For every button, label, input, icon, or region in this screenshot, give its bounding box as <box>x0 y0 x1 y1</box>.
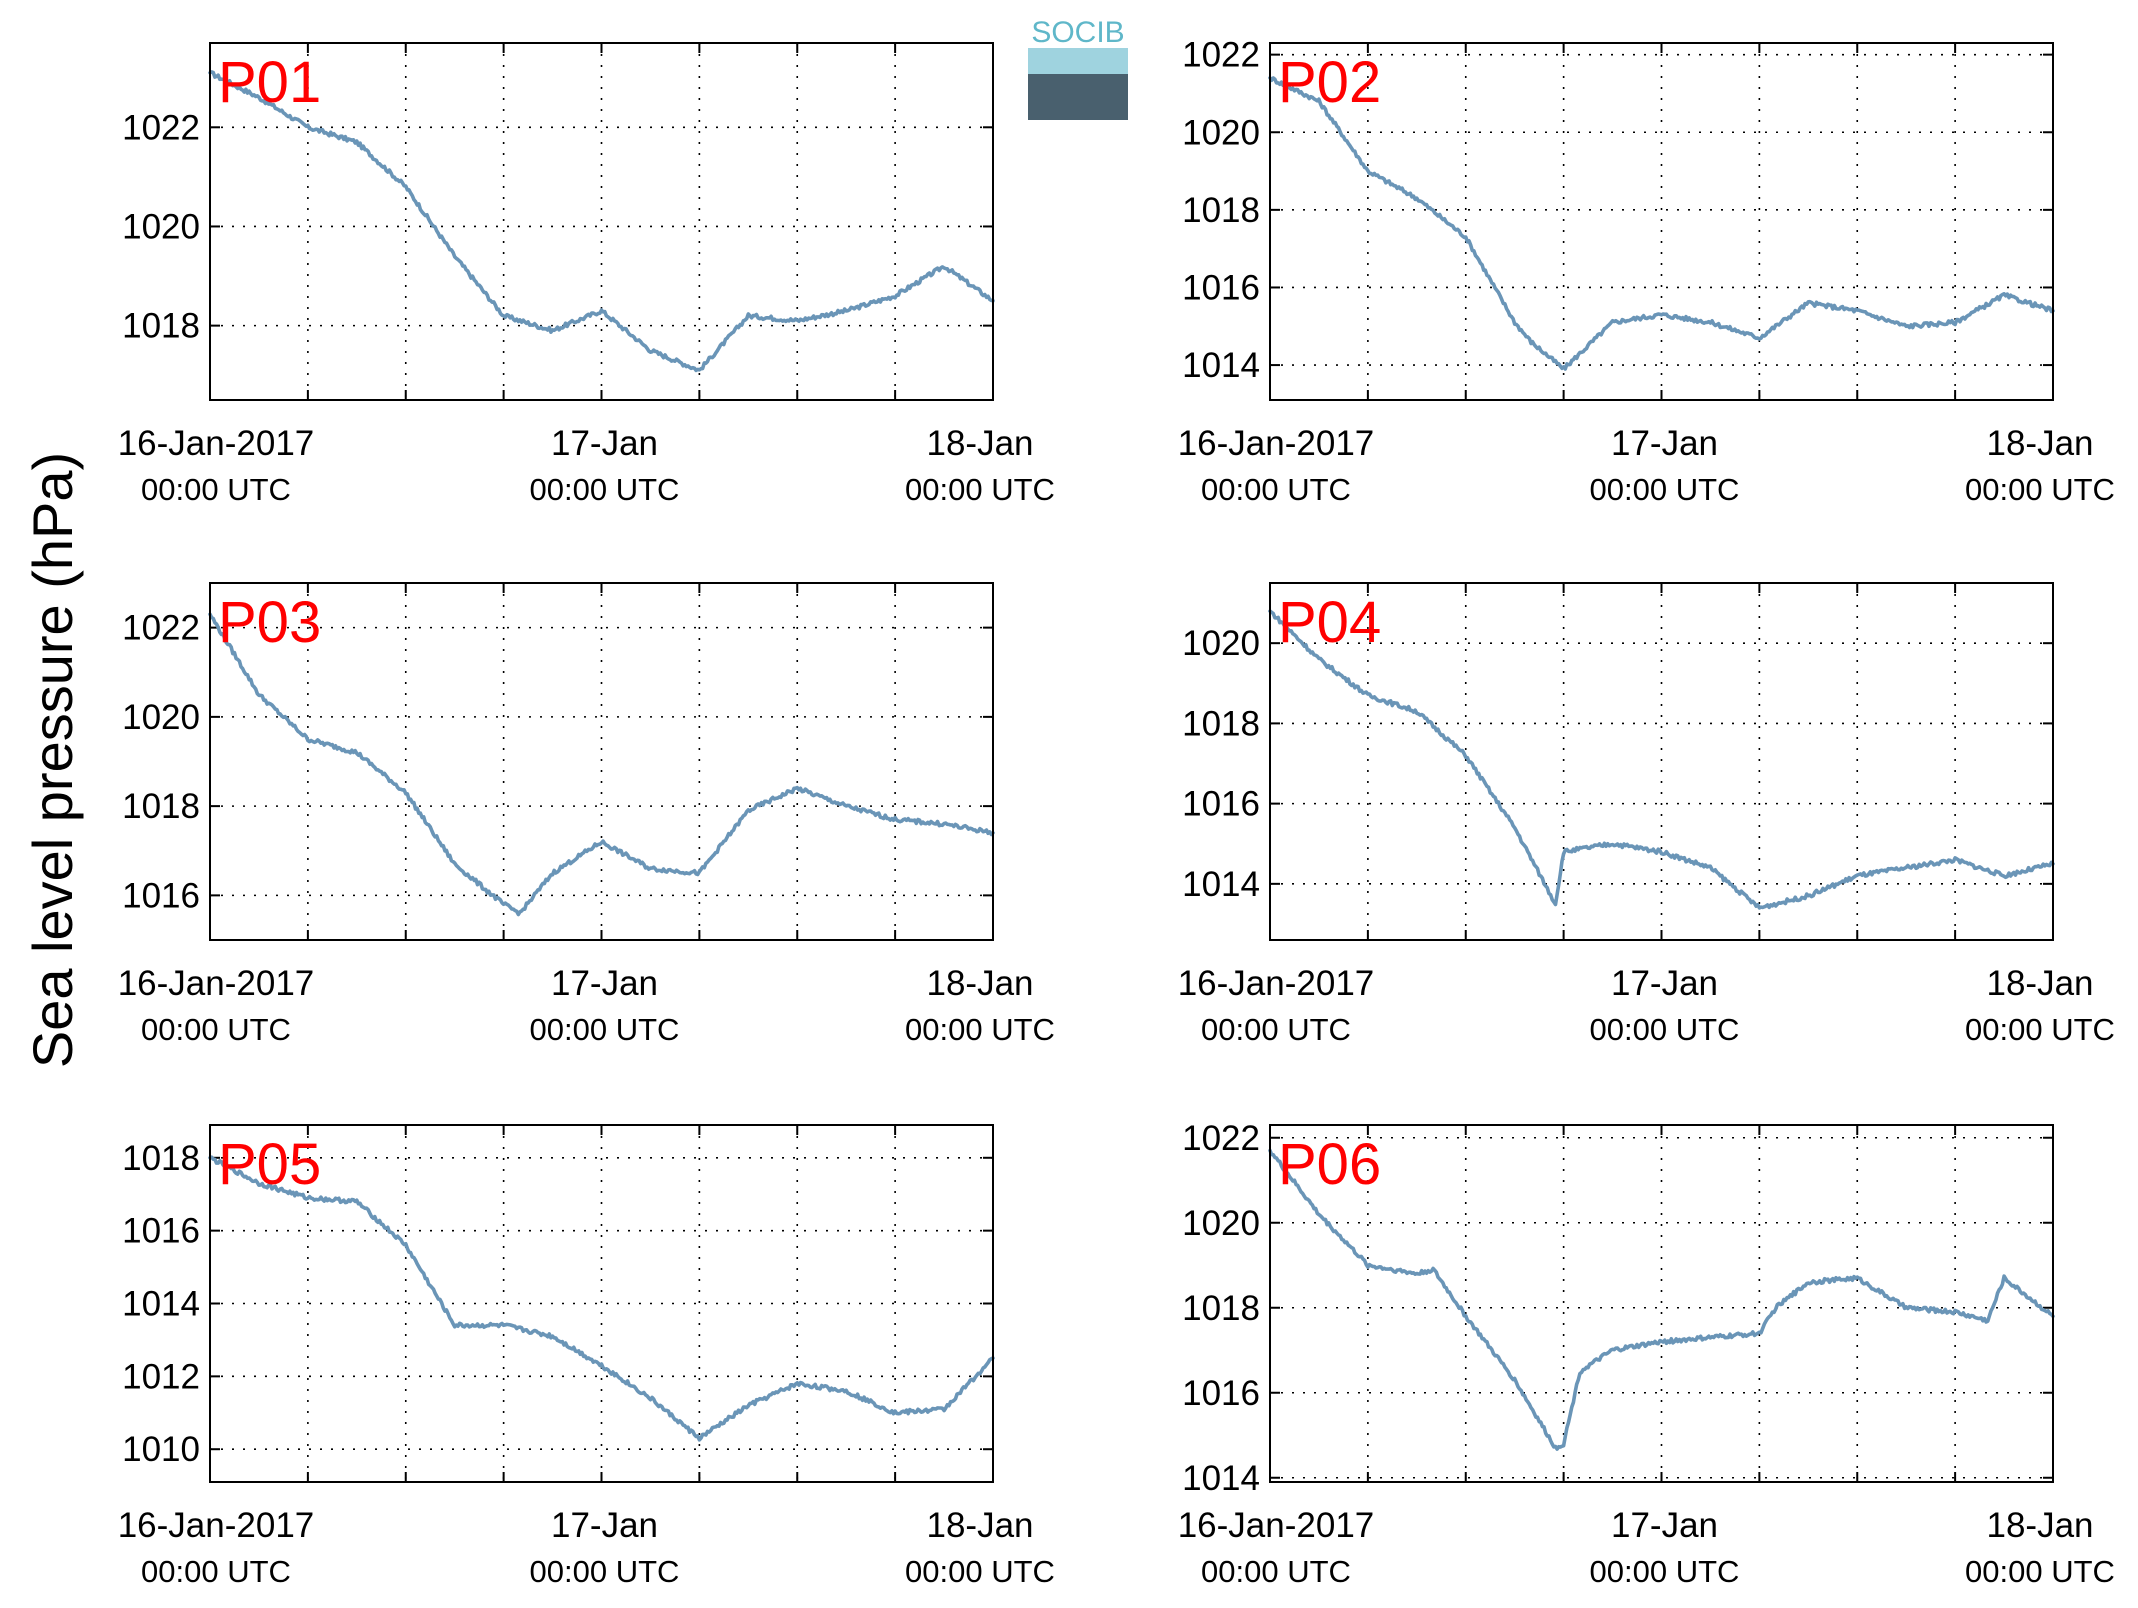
x-tick-label: 16-Jan-2017 <box>118 964 315 1003</box>
x-tick-sublabel: 00:00 UTC <box>905 1554 1055 1589</box>
y-tick-label: 1016 <box>122 1212 200 1251</box>
y-tick-label: 1020 <box>1182 113 1260 152</box>
y-tick-label: 1016 <box>1182 785 1260 824</box>
plot-frame <box>1269 42 2054 401</box>
x-tick-label: 18-Jan <box>926 424 1033 463</box>
pressure-series-line <box>208 612 995 917</box>
charts: 1018 1020 1022 16-Jan-2017 00:00 UTC 17-Jan 00… <box>118 36 2115 1589</box>
x-tick-sublabel: 00:00 UTC <box>530 1012 680 1047</box>
x-tick-sublabel: 00:00 UTC <box>1590 472 1740 507</box>
x-tick-sublabel: 00:00 UTC <box>1590 1554 1740 1589</box>
x-tick-sublabel: 00:00 UTC <box>1201 1554 1351 1589</box>
x-tick-label: 18-Jan <box>926 964 1033 1003</box>
y-tick-label: 1018 <box>1182 704 1260 743</box>
x-tick-sublabel: 00:00 UTC <box>530 472 680 507</box>
panel-label: P03 <box>218 590 321 655</box>
y-tick-label: 1020 <box>1182 1204 1260 1243</box>
x-tick-label: 17-Jan <box>551 1506 658 1545</box>
chart-panel-6: 1014 1016 1018 1020 1022 16-Jan-2017 00:00 UTC… <box>1178 1119 2115 1589</box>
x-tick-label: 18-Jan <box>1986 424 2093 463</box>
plot-frame <box>209 42 994 401</box>
x-tick-label: 16-Jan-2017 <box>118 424 315 463</box>
x-tick-sublabel: 00:00 UTC <box>1965 1012 2115 1047</box>
x-tick-sublabel: 00:00 UTC <box>1201 1012 1351 1047</box>
y-tick-label: 1018 <box>1182 191 1260 230</box>
x-tick-sublabel: 00:00 UTC <box>1965 472 2115 507</box>
chart-panel-4: 1014 1016 1018 1020 16-Jan-2017 00:00 UTC 17-J… <box>1178 582 2115 1047</box>
y-tick-label: 1016 <box>122 876 200 915</box>
pressure-series-line <box>1268 76 2055 371</box>
y-tick-label: 1018 <box>122 1139 200 1178</box>
chart-panel-2: 1014 1016 1018 1020 1022 16-Jan-2017 00:00 UTC… <box>1178 36 2115 507</box>
y-tick-label: 1012 <box>122 1357 200 1396</box>
x-tick-sublabel: 00:00 UTC <box>141 472 291 507</box>
y-tick-label: 1014 <box>1182 865 1260 904</box>
y-axis-label: Sea level pressure (hPa) <box>21 452 84 1068</box>
x-tick-label: 16-Jan-2017 <box>118 1506 315 1545</box>
x-tick-label: 17-Jan <box>1611 964 1718 1003</box>
x-tick-label: 18-Jan <box>1986 964 2093 1003</box>
x-tick-sublabel: 00:00 UTC <box>905 1012 1055 1047</box>
x-tick-label: 16-Jan-2017 <box>1178 424 1375 463</box>
y-tick-label: 1014 <box>1182 1459 1260 1498</box>
x-tick-sublabel: 00:00 UTC <box>530 1554 680 1589</box>
x-tick-label: 17-Jan <box>551 964 658 1003</box>
y-tick-label: 1018 <box>122 787 200 826</box>
pressure-series-line <box>1268 609 2055 910</box>
y-tick-label: 1020 <box>122 207 200 246</box>
panel-label: P06 <box>1278 1132 1381 1197</box>
y-tick-label: 1014 <box>1182 346 1260 385</box>
panel-label: P01 <box>218 50 321 115</box>
x-tick-label: 16-Jan-2017 <box>1178 964 1375 1003</box>
x-tick-label: 18-Jan <box>926 1506 1033 1545</box>
chart-panel-1: 1018 1020 1022 16-Jan-2017 00:00 UTC 17-Jan 00… <box>118 42 1055 507</box>
x-tick-sublabel: 00:00 UTC <box>1965 1554 2115 1589</box>
x-tick-sublabel: 00:00 UTC <box>905 472 1055 507</box>
x-tick-sublabel: 00:00 UTC <box>141 1012 291 1047</box>
x-tick-label: 17-Jan <box>1611 424 1718 463</box>
y-tick-label: 1020 <box>122 698 200 737</box>
y-tick-label: 1016 <box>1182 1374 1260 1413</box>
chart-panel-5: 1010 1012 1014 1016 1018 16-Jan-2017 00:00 UTC… <box>118 1124 1055 1589</box>
y-tick-label: 1022 <box>122 108 200 147</box>
x-tick-label: 17-Jan <box>551 424 658 463</box>
plot-frame <box>209 1124 994 1483</box>
panel-label: P04 <box>1278 590 1381 655</box>
plot-frame <box>209 582 994 941</box>
x-tick-sublabel: 00:00 UTC <box>1590 1012 1740 1047</box>
logo-text: SOCIB <box>1031 16 1124 49</box>
x-tick-label: 18-Jan <box>1986 1506 2093 1545</box>
y-tick-label: 1014 <box>122 1285 200 1324</box>
y-tick-label: 1016 <box>1182 268 1260 307</box>
pressure-series-line <box>208 70 995 373</box>
y-tick-label: 1020 <box>1182 624 1260 663</box>
x-tick-sublabel: 00:00 UTC <box>1201 472 1351 507</box>
plot-frame <box>1269 1124 2054 1483</box>
pressure-series-line <box>208 1155 995 1442</box>
panel-label: P02 <box>1278 50 1381 115</box>
y-tick-label: 1022 <box>122 609 200 648</box>
x-tick-sublabel: 00:00 UTC <box>141 1554 291 1589</box>
y-tick-label: 1022 <box>1182 1119 1260 1158</box>
socib-logo: SOCIB <box>1028 16 1128 120</box>
y-tick-label: 1018 <box>1182 1289 1260 1328</box>
logo-wave <box>1028 48 1128 74</box>
y-tick-label: 1022 <box>1182 36 1260 75</box>
x-tick-label: 17-Jan <box>1611 1506 1718 1545</box>
x-tick-label: 16-Jan-2017 <box>1178 1506 1375 1545</box>
plot-frame <box>1269 582 2054 941</box>
pressure-series-line <box>1268 1148 2055 1451</box>
y-tick-label: 1018 <box>122 307 200 346</box>
panel-label: P05 <box>218 1132 321 1197</box>
y-tick-label: 1010 <box>122 1430 200 1469</box>
chart-panel-3: 1016 1018 1020 1022 16-Jan-2017 00:00 UTC 17-J… <box>118 582 1055 1047</box>
